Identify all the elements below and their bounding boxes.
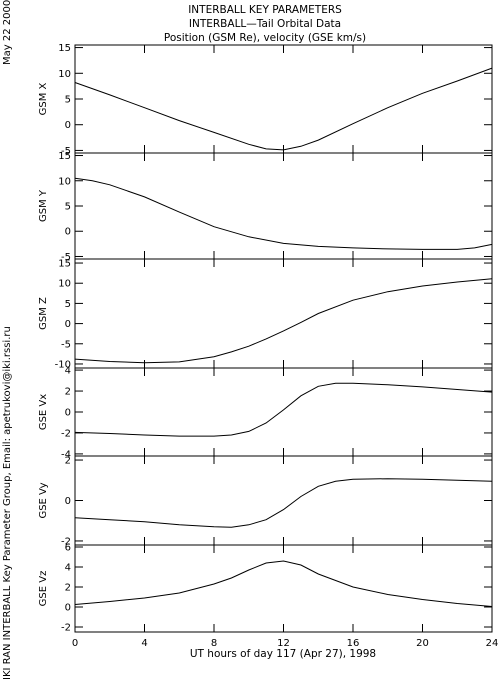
y-tick-label: 4 <box>65 563 71 574</box>
y-tick-label: -2 <box>61 428 71 439</box>
chart-units-line: Position (GSM Re), velocity (GSE km/s) <box>164 32 366 44</box>
series-line <box>74 560 493 607</box>
y-tick-label: -5 <box>61 146 71 157</box>
y-tick-label: 5 <box>65 299 71 310</box>
x-tick-label: 12 <box>277 638 290 649</box>
series-line <box>74 177 493 250</box>
series-line <box>74 382 493 437</box>
y-tick-label: 4 <box>65 366 71 377</box>
panel-4: 2 0 -2 GSE Vy <box>38 455 493 547</box>
y-tick-label: 10 <box>58 279 71 290</box>
chart-title: INTERBALL KEY PARAMETERS <box>188 4 342 16</box>
panel-5: 6 4 2 0 -2 GSE Vz <box>38 543 493 634</box>
y-tick-label: 10 <box>58 69 71 80</box>
y-tick-label: 5 <box>65 95 71 106</box>
y-tick-label: -5 <box>61 339 71 350</box>
y-axis-label: GSM Z <box>38 297 49 330</box>
y-tick-label: 0 <box>65 227 71 238</box>
panel-frame <box>74 44 493 154</box>
panel-frame <box>74 544 493 633</box>
x-tick-label: 16 <box>347 638 360 649</box>
y-tick-label: 2 <box>65 583 71 594</box>
y-axis-label: GSE Vx <box>38 394 49 430</box>
y-axis-label: GSE Vz <box>38 571 49 607</box>
date-stamp: May 22 2000 <box>2 0 13 65</box>
y-tick-label: 15 <box>58 259 71 270</box>
x-tick-label: 4 <box>141 638 147 649</box>
y-tick-label: 15 <box>58 151 71 162</box>
panel-frame <box>74 367 493 457</box>
panel-0: 15 10 5 0 -5 GSM X <box>38 43 493 157</box>
panel-2: 15 10 5 0 -5 -10 GSM Z <box>38 258 493 370</box>
x-tick-label: 24 <box>486 638 499 649</box>
y-axis-label: GSE Vy <box>38 482 49 518</box>
series-line <box>74 478 493 528</box>
y-tick-label: 0 <box>65 120 71 131</box>
y-tick-label: -2 <box>61 623 71 634</box>
y-tick-label: -4 <box>61 449 71 460</box>
series-line <box>74 67 493 151</box>
y-tick-label: 2 <box>65 456 71 467</box>
y-tick-label: -5 <box>61 252 71 263</box>
panel-frame <box>74 455 493 546</box>
y-axis-label: GSM X <box>38 82 49 115</box>
y-tick-label: -10 <box>55 359 71 370</box>
y-tick-label: 15 <box>58 43 71 54</box>
y-axis-label: GSM Y <box>38 189 49 222</box>
y-tick-label: 2 <box>65 387 71 398</box>
x-tick-label: 20 <box>416 638 429 649</box>
panel-3: 4 2 0 -2 -4 GSE Vx <box>38 366 493 460</box>
panel-1: 15 10 5 0 -5 GSM Y <box>38 151 493 263</box>
y-tick-label: 5 <box>65 202 71 213</box>
y-tick-label: 6 <box>65 543 71 554</box>
x-axis-label: UT hours of day 117 (Apr 27), 1998 <box>190 648 376 660</box>
chart-subtitle: INTERBALL—Tail Orbital Data <box>189 18 341 30</box>
panels: 15 10 5 0 -5 GSM X 15 10 5 0 -5 GSM Y 15 10 5 0 -5 -10 GSM… <box>38 43 498 649</box>
y-tick-label: 0 <box>65 496 71 507</box>
y-tick-label: 10 <box>58 176 71 187</box>
y-tick-label: 0 <box>65 603 71 614</box>
y-tick-label: 0 <box>65 408 71 419</box>
credit-line: IKI RAN INTERBALL Key Parameter Group, E… <box>2 326 13 680</box>
x-tick-label: 0 <box>72 638 78 649</box>
y-tick-label: -2 <box>61 536 71 547</box>
x-tick-label: 8 <box>211 638 217 649</box>
panel-frame <box>74 258 493 369</box>
series-line <box>74 278 493 364</box>
y-tick-label: 0 <box>65 319 71 330</box>
